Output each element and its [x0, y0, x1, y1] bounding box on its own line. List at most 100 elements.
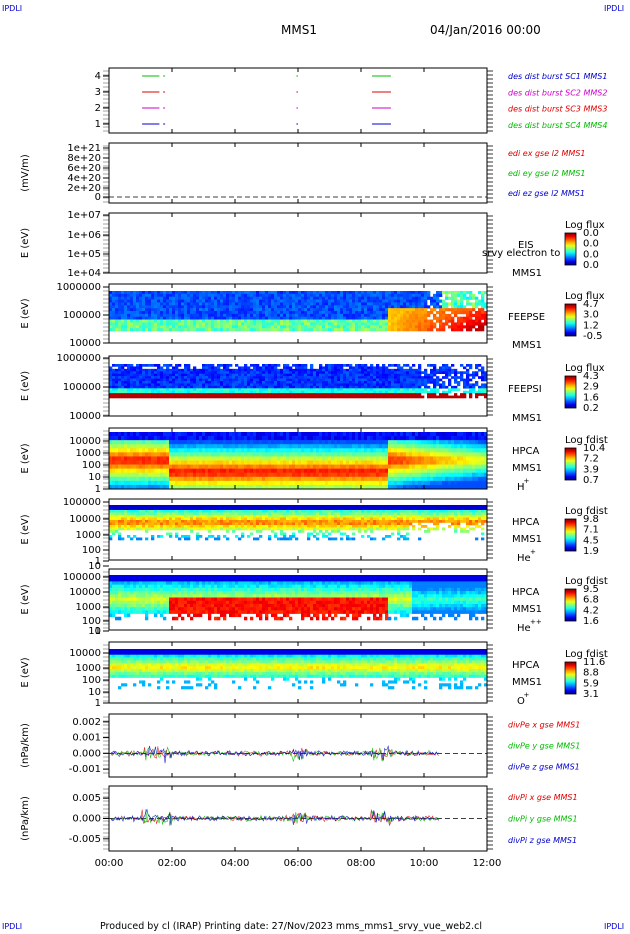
- ytick-label-divpe-0: 0.002: [72, 717, 101, 728]
- label-sc-hpca_hepp: MMS1: [512, 604, 542, 615]
- label-sc-hpca_h: MMS1: [512, 463, 542, 474]
- legend-divpe-0: divPe x gse MMS1: [508, 721, 580, 730]
- xticks-hpca_he: [108, 499, 488, 560]
- xtick-label-2: 04:00: [221, 858, 250, 869]
- label-mode-eis: srvy electron to: [482, 248, 560, 259]
- legend-burst-0: des dist burst SC1 MMS1: [508, 72, 607, 81]
- spectrogram-feepse: [109, 291, 488, 332]
- colorbar-eis: [564, 232, 577, 266]
- colorbar-tick-hpca_o-2: 5.9: [583, 678, 599, 689]
- colorbar-title-hpca_hepp: Log fdist: [565, 576, 608, 587]
- ytick-label-hpca_o-0: 10000: [69, 648, 101, 659]
- colorbar-tick-hpca_hepp-0: 9.5: [583, 584, 599, 595]
- label-instrument-hpca_h: HPCA: [512, 446, 540, 457]
- ytick-label-hpca_hepp-4: 10: [88, 626, 101, 637]
- ytick-label-hpca_h-4: 1: [95, 484, 101, 495]
- colorbar-tick-hpca_he-3: 1.9: [583, 546, 599, 557]
- colorbar-feepsi: [564, 375, 577, 409]
- label-charge-hpca_h: +: [524, 477, 530, 485]
- ytick-label-feepsi-0: 1000000: [56, 353, 101, 364]
- panel-frame-burst: [108, 67, 488, 134]
- ytick-label-edi-5: 0: [95, 192, 101, 203]
- colorbar-tick-hpca_hepp-2: 4.2: [583, 605, 599, 616]
- colorbar-tick-feepse-0: 4.7: [583, 299, 599, 310]
- colorbar-tick-hpca_h-1: 7.2: [583, 454, 599, 465]
- legend-divpi-0: divPi x gse MMS1: [508, 793, 578, 802]
- colorbar-tick-hpca_o-1: 8.8: [583, 668, 599, 679]
- legend-edi-1: edi ey gse l2 MMS1: [508, 169, 586, 178]
- xticks-edi: [108, 143, 488, 203]
- spectrogram-hpca_hepp: [109, 575, 488, 621]
- panel-minor-ticks-eis: [103, 215, 493, 273]
- ytick-label-divpi-1: 0.000: [72, 814, 101, 825]
- label-instrument-feepse: FEEPSE: [508, 312, 545, 323]
- ytick-label-divpi-0: 0.005: [72, 793, 101, 804]
- ytick-label-edi-3: 4e+20: [67, 173, 101, 184]
- ytick-label-edi-0: 1e+21: [67, 143, 101, 154]
- xtick-label-0: 00:00: [95, 858, 124, 869]
- footer-text: Produced by cl (IRAP) Printing date: 27/…: [100, 921, 483, 932]
- corner-label-top-left: IPDLI: [2, 4, 23, 13]
- ylabel-divpe: (nPa/km): [20, 723, 31, 768]
- burst-segments: [142, 75, 391, 125]
- xticks-feepsi: [108, 356, 488, 416]
- ytick-label-hpca_h-3: 10: [88, 472, 101, 483]
- ytick-label-edi-4: 2e+20: [67, 183, 101, 194]
- xticks-burst: [108, 68, 488, 133]
- panel-minor-ticks-feepsi: [103, 358, 493, 416]
- ytick-label-burst-2: 2: [95, 103, 101, 114]
- ytick-label-edi-1: 8e+20: [67, 153, 101, 164]
- label-species-hpca_h: H: [517, 482, 525, 493]
- panel-minor-ticks-divpi: [103, 788, 493, 850]
- ytick-label-hpca_hepp-2: 1000: [76, 602, 101, 613]
- legend-edi-0: edi ex gse l2 MMS1: [508, 149, 586, 158]
- label-charge-hpca_o: +: [524, 691, 530, 699]
- colorbar-tick-hpca_he-0: 9.8: [583, 514, 599, 525]
- colorbar-title-hpca_o: Log fdist: [565, 649, 608, 660]
- panel-frame-edi: [108, 142, 488, 204]
- panel-frame-eis: [108, 212, 488, 274]
- colorbar-title-feepse: Log flux: [565, 291, 605, 302]
- label-instrument-hpca_o: HPCA: [512, 660, 540, 671]
- legend-burst-2: des dist burst SC3 MMS3: [508, 105, 607, 114]
- colorbar-title-eis: Log flux: [565, 220, 605, 231]
- ytick-label-hpca_o-4: 1: [95, 698, 101, 709]
- label-sc-eis: MMS1: [512, 268, 542, 279]
- colorbar-hpca_h: [564, 447, 577, 481]
- colorbar-tick-feepsi-2: 1.6: [583, 392, 599, 403]
- legend-burst-1: des dist burst SC2 MMS2: [508, 88, 607, 97]
- ytick-label-hpca_h-1: 1000: [76, 448, 101, 459]
- xticks-divpi: [108, 786, 488, 851]
- label-charge-hpca_he: +: [530, 548, 536, 556]
- spectrogram-hpca_h: [109, 432, 488, 490]
- ylabel-eis: E (eV): [20, 228, 31, 258]
- label-species-hpca_he: He: [517, 553, 531, 564]
- colorbar-tick-eis-0: 0.0: [583, 228, 599, 239]
- colorbar-tick-eis-1: 0.0: [583, 239, 599, 250]
- xticks-eis: [108, 213, 488, 273]
- spectrogram-hpca_he: [109, 505, 488, 541]
- colorbar-tick-feepse-1: 3.0: [583, 310, 599, 321]
- ytick-label-hpca_h-2: 100: [82, 460, 101, 471]
- trace-divpe-2: [110, 745, 439, 764]
- corner-label-bottom-left: IPDLI: [2, 922, 23, 931]
- colorbar-feepse: [564, 303, 577, 337]
- label-instrument-eis: EIS: [518, 240, 534, 251]
- xticks-hpca_h: [108, 428, 488, 489]
- spectrogram-hpca_o: [109, 649, 488, 690]
- ytick-label-hpca_o-3: 10: [88, 687, 101, 698]
- ytick-label-eis-3: 1e+04: [67, 268, 101, 279]
- colorbar-tick-feepse-3: -0.5: [583, 331, 603, 342]
- legend-divpi-1: divPi y gse MMS1: [508, 815, 578, 824]
- ytick-label-hpca_he-0: 100000: [63, 497, 101, 508]
- ytick-label-hpca_o-2: 100: [82, 675, 101, 686]
- colorbar-title-hpca_h: Log fdist: [565, 435, 608, 446]
- ylabel-hpca_o: E (eV): [20, 657, 31, 687]
- label-sc-feepse: MMS1: [512, 340, 542, 351]
- colorbar-tick-hpca_he-2: 4.5: [583, 535, 599, 546]
- ytick-label-hpca_h-0: 10000: [69, 436, 101, 447]
- colorbar-tick-hpca_o-3: 3.1: [583, 689, 599, 700]
- xtick-label-5: 10:00: [410, 858, 439, 869]
- colorbar-tick-feepsi-1: 2.9: [583, 382, 599, 393]
